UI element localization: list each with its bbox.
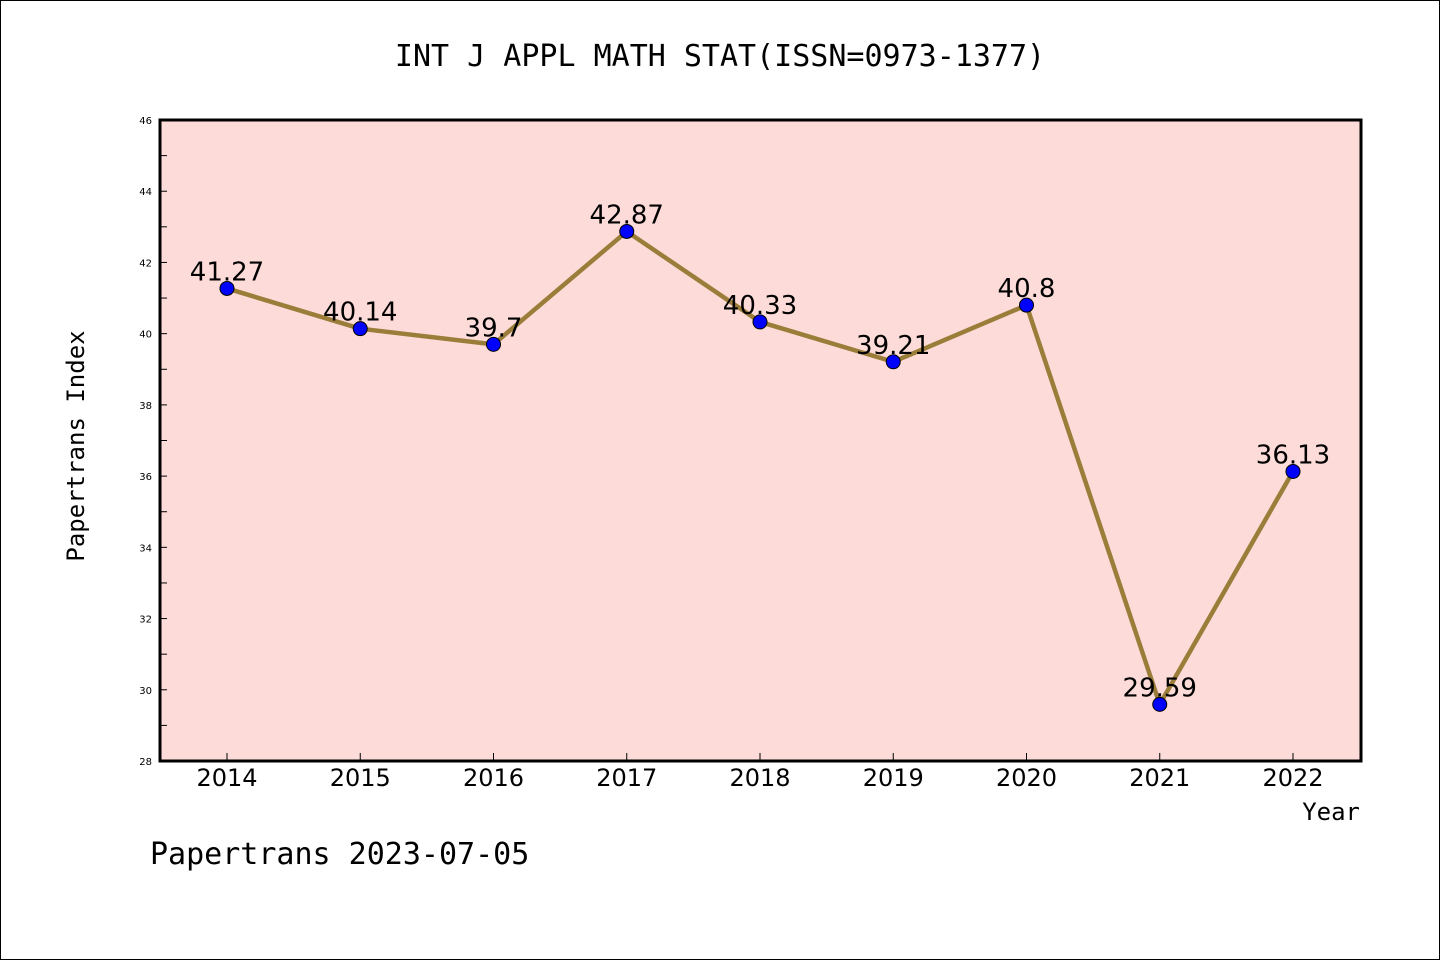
data-point xyxy=(885,354,901,370)
y-tick-label: 44 xyxy=(139,187,152,198)
y-tick-label: 40 xyxy=(139,330,152,341)
x-tick-label: 2021 xyxy=(1129,764,1190,792)
y-tick-label: 42 xyxy=(139,258,152,269)
data-point xyxy=(219,280,235,296)
y-tick-label: 30 xyxy=(139,686,152,697)
data-label: 29.59 xyxy=(1123,673,1197,703)
data-label: 40.14 xyxy=(323,298,397,328)
y-axis-label: Papertrans Index xyxy=(62,330,90,561)
data-label: 39.21 xyxy=(856,331,930,361)
x-tick-label: 2018 xyxy=(729,764,790,792)
x-tick-label: 2019 xyxy=(863,764,924,792)
x-tick-label: 2014 xyxy=(196,764,257,792)
data-point xyxy=(1285,463,1301,479)
y-tick-label: 46 xyxy=(139,116,152,127)
x-tick-label: 2017 xyxy=(596,764,657,792)
x-tick-label: 2016 xyxy=(463,764,524,792)
series-line xyxy=(219,223,1301,712)
footer-note: Papertrans 2023-07-05 xyxy=(150,837,529,872)
y-tick-label: 32 xyxy=(139,615,152,626)
data-point xyxy=(619,223,635,239)
data-label: 40.33 xyxy=(723,291,797,321)
y-tick-label: 28 xyxy=(139,757,152,768)
x-axis: 2014 2015 2016 2017 2018 2019 2020 2021 2022 xyxy=(196,753,1324,792)
data-label: 42.87 xyxy=(590,200,664,230)
data-label: 39.7 xyxy=(465,313,523,343)
x-tick-label: 2020 xyxy=(996,764,1057,792)
data-point xyxy=(1152,696,1168,712)
data-point xyxy=(352,321,368,337)
data-label: 36.13 xyxy=(1256,440,1330,470)
y-tick-label: 34 xyxy=(139,543,152,554)
data-point xyxy=(752,314,768,330)
data-label: 41.27 xyxy=(190,257,264,287)
y-tick-label: 36 xyxy=(139,472,152,483)
x-axis-label: Year xyxy=(1302,798,1360,826)
data-point xyxy=(1019,297,1034,313)
plot-area xyxy=(160,120,1361,761)
chart-title: INT J APPL MATH STAT(ISSN=0973-1377) xyxy=(395,39,1045,74)
data-point xyxy=(486,336,501,352)
plot-border xyxy=(158,118,1363,763)
data-labels: 41.27 40.14 39.7 42.87 40.33 39.21 40.8 29.59 36… xyxy=(190,200,1330,703)
x-tick-label: 2015 xyxy=(330,764,391,792)
data-label: 40.8 xyxy=(998,274,1056,304)
x-tick-label: 2022 xyxy=(1262,764,1323,792)
y-tick-label: 38 xyxy=(139,401,152,412)
